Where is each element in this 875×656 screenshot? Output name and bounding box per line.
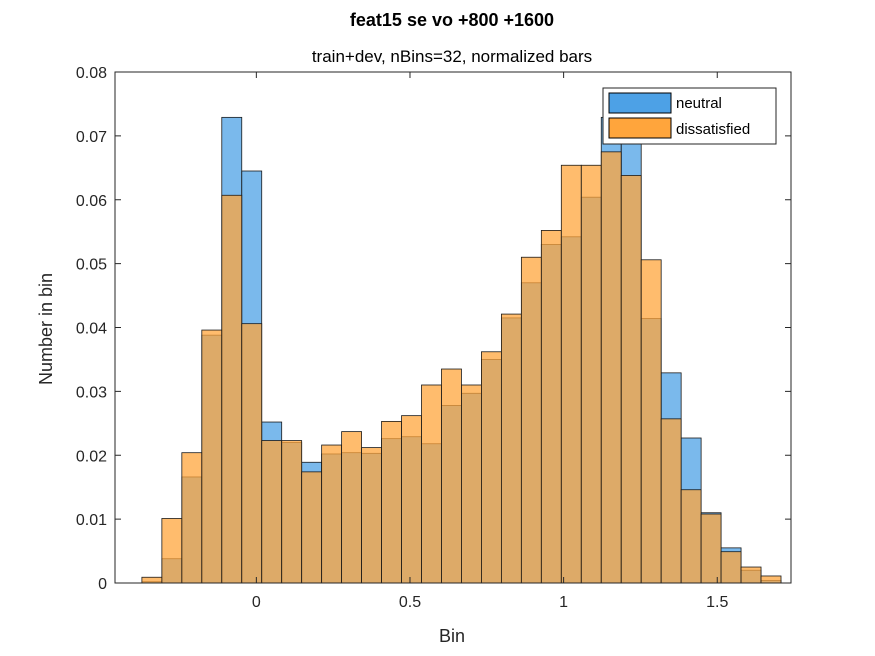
bar-dissatisfied-21 [560,164,582,584]
y-tick-label-5: 0.05 [76,257,107,274]
bar-dissatisfied-15 [441,368,462,584]
legend: neutral dissatisfied [602,87,777,145]
legend-label-dissatisfied: dissatisfied [676,121,750,138]
bar-dissatisfied-11 [361,447,382,584]
y-tick-label-8: 0.08 [76,65,107,82]
y-tick-label-1: 0.01 [76,512,107,529]
bar-dissatisfied-3 [201,329,223,584]
legend-swatch-neutral [608,92,672,114]
x-tick-label-2: 1 [559,594,568,611]
bar-dissatisfied-19 [520,256,542,584]
bar-dissatisfied-6 [261,440,283,584]
bar-dissatisfied-24 [620,175,642,584]
bar-dissatisfied-12 [381,420,402,584]
bar-dissatisfied-2 [181,452,203,584]
bar-dissatisfied-23 [600,151,622,584]
bar-dissatisfied-0 [141,576,163,584]
y-tick-label-3: 0.03 [76,384,107,401]
x-tick-label-1: 0.5 [399,594,421,611]
bar-dissatisfied-8 [301,471,323,584]
series-dissatisfied [141,151,782,584]
y-tick-label-0: 0 [98,576,107,593]
x-tick-label-3: 1.5 [706,594,728,611]
y-axis-label: Number in bin [36,273,56,385]
bar-dissatisfied-20 [540,230,562,584]
y-tick-label-6: 0.06 [76,193,107,210]
bar-dissatisfied-10 [341,431,362,584]
bar-dissatisfied-29 [720,551,742,584]
bar-dissatisfied-26 [660,418,682,584]
bar-dissatisfied-5 [241,323,263,584]
chart-subtitle: train+dev, nBins=32, normalized bars [312,47,592,66]
bar-dissatisfied-22 [580,164,602,584]
legend-swatch-dissatisfied [608,117,672,139]
x-axis-label: Bin [439,626,465,646]
bar-dissatisfied-9 [321,444,343,584]
bar-dissatisfied-25 [640,259,662,584]
y-tick-label-7: 0.07 [76,129,107,146]
bar-dissatisfied-4 [221,194,243,584]
bar-dissatisfied-28 [700,513,722,584]
bar-dissatisfied-18 [500,313,522,584]
x-axis: 0 0.5 1 1.5 [252,72,728,611]
bar-dissatisfied-1 [161,518,183,584]
bar-dissatisfied-13 [401,415,422,584]
y-tick-label-4: 0.04 [76,321,107,338]
legend-label-neutral: neutral [676,95,722,112]
bar-dissatisfied-30 [740,566,762,584]
bar-dissatisfied-16 [461,384,482,584]
y-tick-label-2: 0.02 [76,448,107,465]
bar-dissatisfied-14 [421,384,442,584]
y-axis: 0 0.01 0.02 0.03 0.04 0.05 0.06 0.07 0.08 [76,65,791,593]
bar-dissatisfied-31 [760,575,782,584]
bar-dissatisfied-7 [281,440,303,584]
bar-dissatisfied-27 [680,489,702,584]
bar-dissatisfied-17 [481,351,502,584]
chart-title: feat15 se vo +800 +1600 [350,10,554,30]
x-tick-label-0: 0 [252,594,261,611]
